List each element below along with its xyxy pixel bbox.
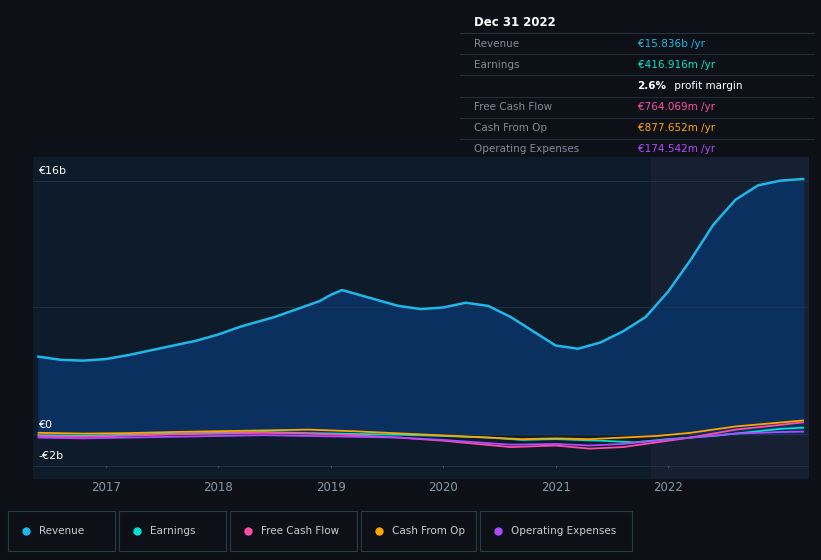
Text: Cash From Op: Cash From Op xyxy=(475,123,548,133)
Text: profit margin: profit margin xyxy=(672,81,743,91)
Text: €877.652m /yr: €877.652m /yr xyxy=(637,123,714,133)
Text: €0: €0 xyxy=(39,419,53,430)
Text: €16b: €16b xyxy=(39,166,67,176)
Text: €416.916m /yr: €416.916m /yr xyxy=(637,60,714,70)
Text: Dec 31 2022: Dec 31 2022 xyxy=(475,16,556,29)
Text: 2017: 2017 xyxy=(91,481,121,494)
Text: Revenue: Revenue xyxy=(475,39,520,49)
Text: Cash From Op: Cash From Op xyxy=(392,526,466,536)
Text: 2.6%: 2.6% xyxy=(637,81,667,91)
Text: €764.069m /yr: €764.069m /yr xyxy=(637,102,714,112)
Text: Earnings: Earnings xyxy=(150,526,195,536)
Text: 2021: 2021 xyxy=(541,481,571,494)
Text: 2018: 2018 xyxy=(204,481,233,494)
Text: Revenue: Revenue xyxy=(39,526,85,536)
Text: €15.836b /yr: €15.836b /yr xyxy=(637,39,704,49)
Text: Operating Expenses: Operating Expenses xyxy=(475,144,580,155)
Bar xyxy=(651,157,809,479)
Text: Operating Expenses: Operating Expenses xyxy=(511,526,617,536)
Text: -€2b: -€2b xyxy=(39,451,63,461)
Text: Free Cash Flow: Free Cash Flow xyxy=(475,102,553,112)
Text: €174.542m /yr: €174.542m /yr xyxy=(637,144,714,155)
Text: 2020: 2020 xyxy=(429,481,458,494)
Text: 2022: 2022 xyxy=(654,481,683,494)
Text: 2019: 2019 xyxy=(316,481,346,494)
Text: Earnings: Earnings xyxy=(475,60,520,70)
Text: Free Cash Flow: Free Cash Flow xyxy=(261,526,339,536)
